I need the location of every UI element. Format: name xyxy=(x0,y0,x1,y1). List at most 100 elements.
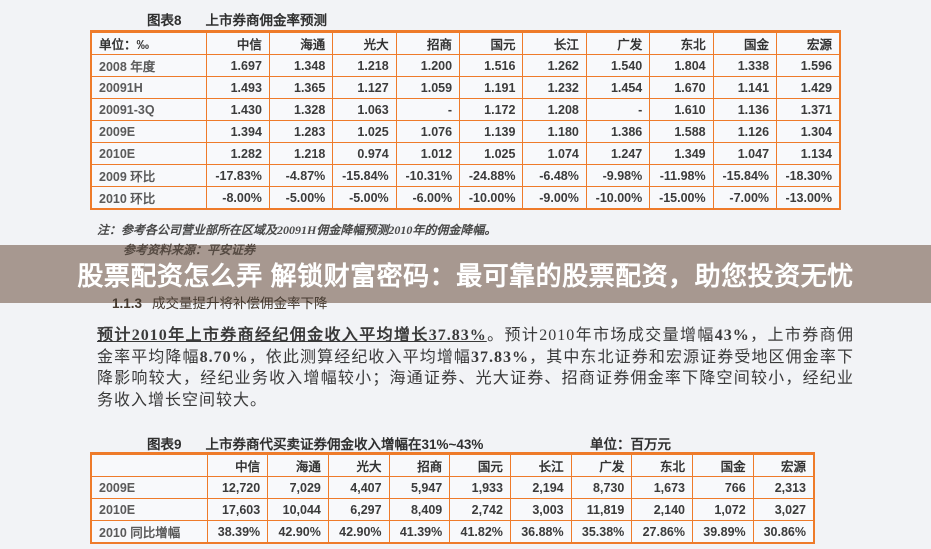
column-header: 国元 xyxy=(459,31,524,55)
column-header: 国金 xyxy=(692,453,754,477)
paragraph-run: ，依此测算经纪收入平均增幅 xyxy=(248,348,472,366)
data-cell: -13.00% xyxy=(776,186,841,210)
table-note: 注：参考各公司营业部所在区域及20091H佣金降幅预测2010年的佣金降幅。 xyxy=(97,223,497,237)
data-cell: 766 xyxy=(692,476,754,499)
data-cell: 1.025 xyxy=(332,120,397,143)
column-header: 广发 xyxy=(585,31,651,55)
data-cell: - xyxy=(585,98,651,121)
table-row: 2009E 1.394 1.283 1.025 1.076 1.139 1.18… xyxy=(90,120,841,143)
data-cell: -17.83% xyxy=(205,164,270,187)
data-cell: -9.00% xyxy=(522,186,587,210)
row-label: 2008 年度 xyxy=(90,54,207,77)
data-cell: 1.074 xyxy=(522,142,587,165)
column-header: 海通 xyxy=(268,31,334,55)
data-cell: 1.134 xyxy=(776,142,841,165)
figure9-unit-label: 单位：百万元 xyxy=(590,437,671,452)
table-row: 20091-3Q 1.430 1.328 1.063 - 1.172 1.208… xyxy=(90,98,841,121)
paragraph-run: 43% xyxy=(714,327,750,344)
data-cell: -24.88% xyxy=(459,164,524,187)
column-header: 海通 xyxy=(267,453,329,477)
data-cell: -4.87% xyxy=(268,164,334,187)
data-cell: 41.39% xyxy=(388,520,451,544)
data-cell: 1.348 xyxy=(268,54,334,77)
commission-income-growth-table: 中信 海通 光大 招商 国元 长江 广发 东北 国金 宏源 2009E 12,7… xyxy=(90,452,815,544)
data-cell: 1.141 xyxy=(712,76,778,99)
row-label: 2009E xyxy=(90,120,207,143)
data-cell: 1.191 xyxy=(459,76,524,99)
data-cell: 1.059 xyxy=(395,76,461,99)
column-header: 东北 xyxy=(631,453,693,477)
data-cell: 5,947 xyxy=(388,476,451,499)
data-cell: 2,313 xyxy=(752,476,815,499)
data-cell: -10.00% xyxy=(459,186,524,210)
data-cell: 3,003 xyxy=(509,498,572,521)
data-cell: 1.516 xyxy=(459,54,524,77)
data-cell: -5.00% xyxy=(332,186,397,210)
table-header-row: 单位：‰ 中信 海通 光大 招商 国元 长江 广发 东北 国金 宏源 xyxy=(90,31,841,55)
data-cell: 1.540 xyxy=(585,54,651,77)
data-cell: 3,027 xyxy=(752,498,815,521)
column-header: 长江 xyxy=(522,31,587,55)
data-cell: 1.328 xyxy=(268,98,334,121)
column-header: 广发 xyxy=(570,453,633,477)
data-cell: -8.00% xyxy=(205,186,270,210)
data-cell: 1.208 xyxy=(522,98,587,121)
data-cell: 1.247 xyxy=(585,142,651,165)
data-cell: 1.610 xyxy=(649,98,714,121)
data-cell: -5.00% xyxy=(268,186,334,210)
data-cell: 42.90% xyxy=(327,520,390,544)
data-cell: 12,720 xyxy=(206,476,269,499)
column-header: 招商 xyxy=(395,31,461,55)
data-cell: -15.84% xyxy=(332,164,397,187)
data-cell: 0.974 xyxy=(332,142,397,165)
data-cell: -10.00% xyxy=(585,186,651,210)
data-cell: 1.304 xyxy=(776,120,841,143)
data-cell: -6.48% xyxy=(522,164,587,187)
data-cell: 1,673 xyxy=(631,476,693,499)
data-cell: 1.262 xyxy=(522,54,587,77)
row-label: 2010E xyxy=(90,498,208,521)
data-cell: 8,409 xyxy=(388,498,451,521)
commission-rate-forecast-table: 单位：‰ 中信 海通 光大 招商 国元 长江 广发 东北 国金 宏源 2008 … xyxy=(90,30,841,210)
data-cell: 2,742 xyxy=(449,498,511,521)
data-cell: 11,819 xyxy=(570,498,633,521)
data-cell: -11.98% xyxy=(649,164,714,187)
figure9-label: 图表9 xyxy=(147,437,182,452)
data-cell: 8,730 xyxy=(570,476,633,499)
paragraph-run: 。预计2010年市场成交量增幅 xyxy=(486,327,715,344)
data-cell: 1.063 xyxy=(332,98,397,121)
data-cell: 1.386 xyxy=(585,120,651,143)
section-title: 成交量提升将补偿佣金率下降 xyxy=(152,296,328,311)
data-cell: 1.429 xyxy=(776,76,841,99)
data-cell: -6.00% xyxy=(395,186,461,210)
row-label: 2010 同比增幅 xyxy=(90,520,208,544)
paragraph-run: ，其中东北证券和宏源证券受地区佣金率下降影响较大，经纪业务收入增幅较小；海通证券… xyxy=(97,348,854,409)
data-cell: 36.88% xyxy=(509,520,572,544)
data-cell: 1,933 xyxy=(449,476,511,499)
data-cell: 1.670 xyxy=(649,76,714,99)
data-cell: -7.00% xyxy=(712,186,778,210)
table-row: 20091H 1.493 1.365 1.127 1.059 1.191 1.2… xyxy=(90,76,841,99)
column-header: 东北 xyxy=(649,31,714,55)
ad-banner[interactable]: 股票配资怎么弄 解锁财富密码：最可靠的股票配资，助您投资无忧 xyxy=(0,245,931,303)
data-cell: 1.025 xyxy=(459,142,524,165)
data-cell: 1.349 xyxy=(649,142,714,165)
table-row: 2008 年度 1.697 1.348 1.218 1.200 1.516 1.… xyxy=(90,54,841,77)
column-header: 国元 xyxy=(449,453,511,477)
data-cell: 1.126 xyxy=(712,120,778,143)
data-cell: 1.697 xyxy=(205,54,270,77)
data-cell: 1.804 xyxy=(649,54,714,77)
data-cell: 38.39% xyxy=(206,520,269,544)
body-paragraph: 预计2010年上市券商经纪佣金收入平均增长37.83%。预计2010年市场成交量… xyxy=(97,325,854,411)
data-cell: 1.394 xyxy=(205,120,270,143)
data-cell: 1.365 xyxy=(268,76,334,99)
data-cell: 42.90% xyxy=(267,520,329,544)
empty-header-cell xyxy=(90,453,208,477)
data-cell: 1.180 xyxy=(522,120,587,143)
ad-banner-text: 股票配资怎么弄 解锁财富密码：最可靠的股票配资，助您投资无忧 xyxy=(77,260,854,291)
data-cell: 1.136 xyxy=(712,98,778,121)
data-cell: 17,603 xyxy=(206,498,269,521)
row-label: 20091-3Q xyxy=(90,98,207,121)
paragraph-run: ，上市券商佣金率平均降幅 xyxy=(97,327,854,366)
row-label: 2010E xyxy=(90,142,207,165)
